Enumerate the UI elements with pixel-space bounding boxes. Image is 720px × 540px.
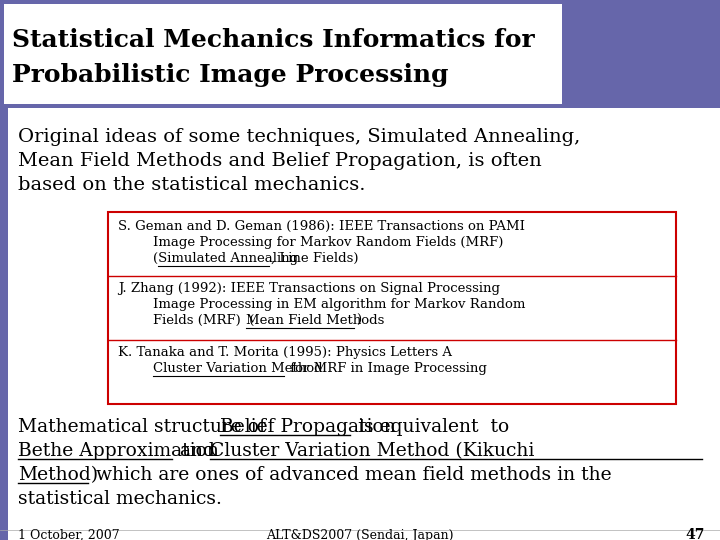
Text: Image Processing for Markov Random Fields (MRF): Image Processing for Markov Random Field… (153, 236, 503, 249)
FancyBboxPatch shape (0, 108, 8, 540)
Text: Mathematical structure of: Mathematical structure of (18, 418, 272, 436)
Text: ALT&DS2007 (Sendai, Japan): ALT&DS2007 (Sendai, Japan) (266, 529, 454, 540)
Text: 1 October, 2007: 1 October, 2007 (18, 529, 120, 540)
Text: Image Processing in EM algorithm for Markov Random: Image Processing in EM algorithm for Mar… (153, 298, 526, 311)
Text: Method): Method) (18, 466, 98, 484)
Text: Mean Field Methods and Belief Propagation, is often: Mean Field Methods and Belief Propagatio… (18, 152, 541, 170)
Text: Bethe Approximation: Bethe Approximation (18, 442, 219, 460)
Text: is equivalent  to: is equivalent to (352, 418, 509, 436)
Text: statistical mechanics.: statistical mechanics. (18, 490, 222, 508)
Text: Cluster Variation Method (Kikuchi: Cluster Variation Method (Kikuchi (210, 442, 534, 460)
Text: 47: 47 (685, 528, 705, 540)
Text: which are ones of advanced mean field methods in the: which are ones of advanced mean field me… (90, 466, 611, 484)
Text: S. Geman and D. Geman (1986): IEEE Transactions on PAMI: S. Geman and D. Geman (1986): IEEE Trans… (118, 220, 525, 233)
FancyBboxPatch shape (4, 4, 562, 104)
Text: Cluster Variation Method: Cluster Variation Method (153, 362, 323, 375)
Text: for MRF in Image Processing: for MRF in Image Processing (286, 362, 487, 375)
Text: ): ) (356, 314, 361, 327)
Text: and: and (174, 442, 221, 460)
Text: Belief Propagation: Belief Propagation (220, 418, 396, 436)
Text: Probabilistic Image Processing: Probabilistic Image Processing (12, 63, 449, 87)
Text: (Simulated Annealing: (Simulated Annealing (153, 252, 298, 265)
Text: Fields (MRF)  (: Fields (MRF) ( (153, 314, 254, 327)
Text: based on the statistical mechanics.: based on the statistical mechanics. (18, 176, 366, 194)
FancyBboxPatch shape (0, 0, 720, 108)
Text: , Line Fields): , Line Fields) (271, 252, 359, 265)
Text: Statistical Mechanics Informatics for: Statistical Mechanics Informatics for (12, 28, 535, 52)
Text: J. Zhang (1992): IEEE Transactions on Signal Processing: J. Zhang (1992): IEEE Transactions on Si… (118, 282, 500, 295)
Text: Mean Field Methods: Mean Field Methods (246, 314, 384, 327)
Text: Original ideas of some techniques, Simulated Annealing,: Original ideas of some techniques, Simul… (18, 128, 580, 146)
Text: K. Tanaka and T. Morita (1995): Physics Letters A: K. Tanaka and T. Morita (1995): Physics … (118, 346, 452, 359)
FancyBboxPatch shape (108, 212, 676, 404)
